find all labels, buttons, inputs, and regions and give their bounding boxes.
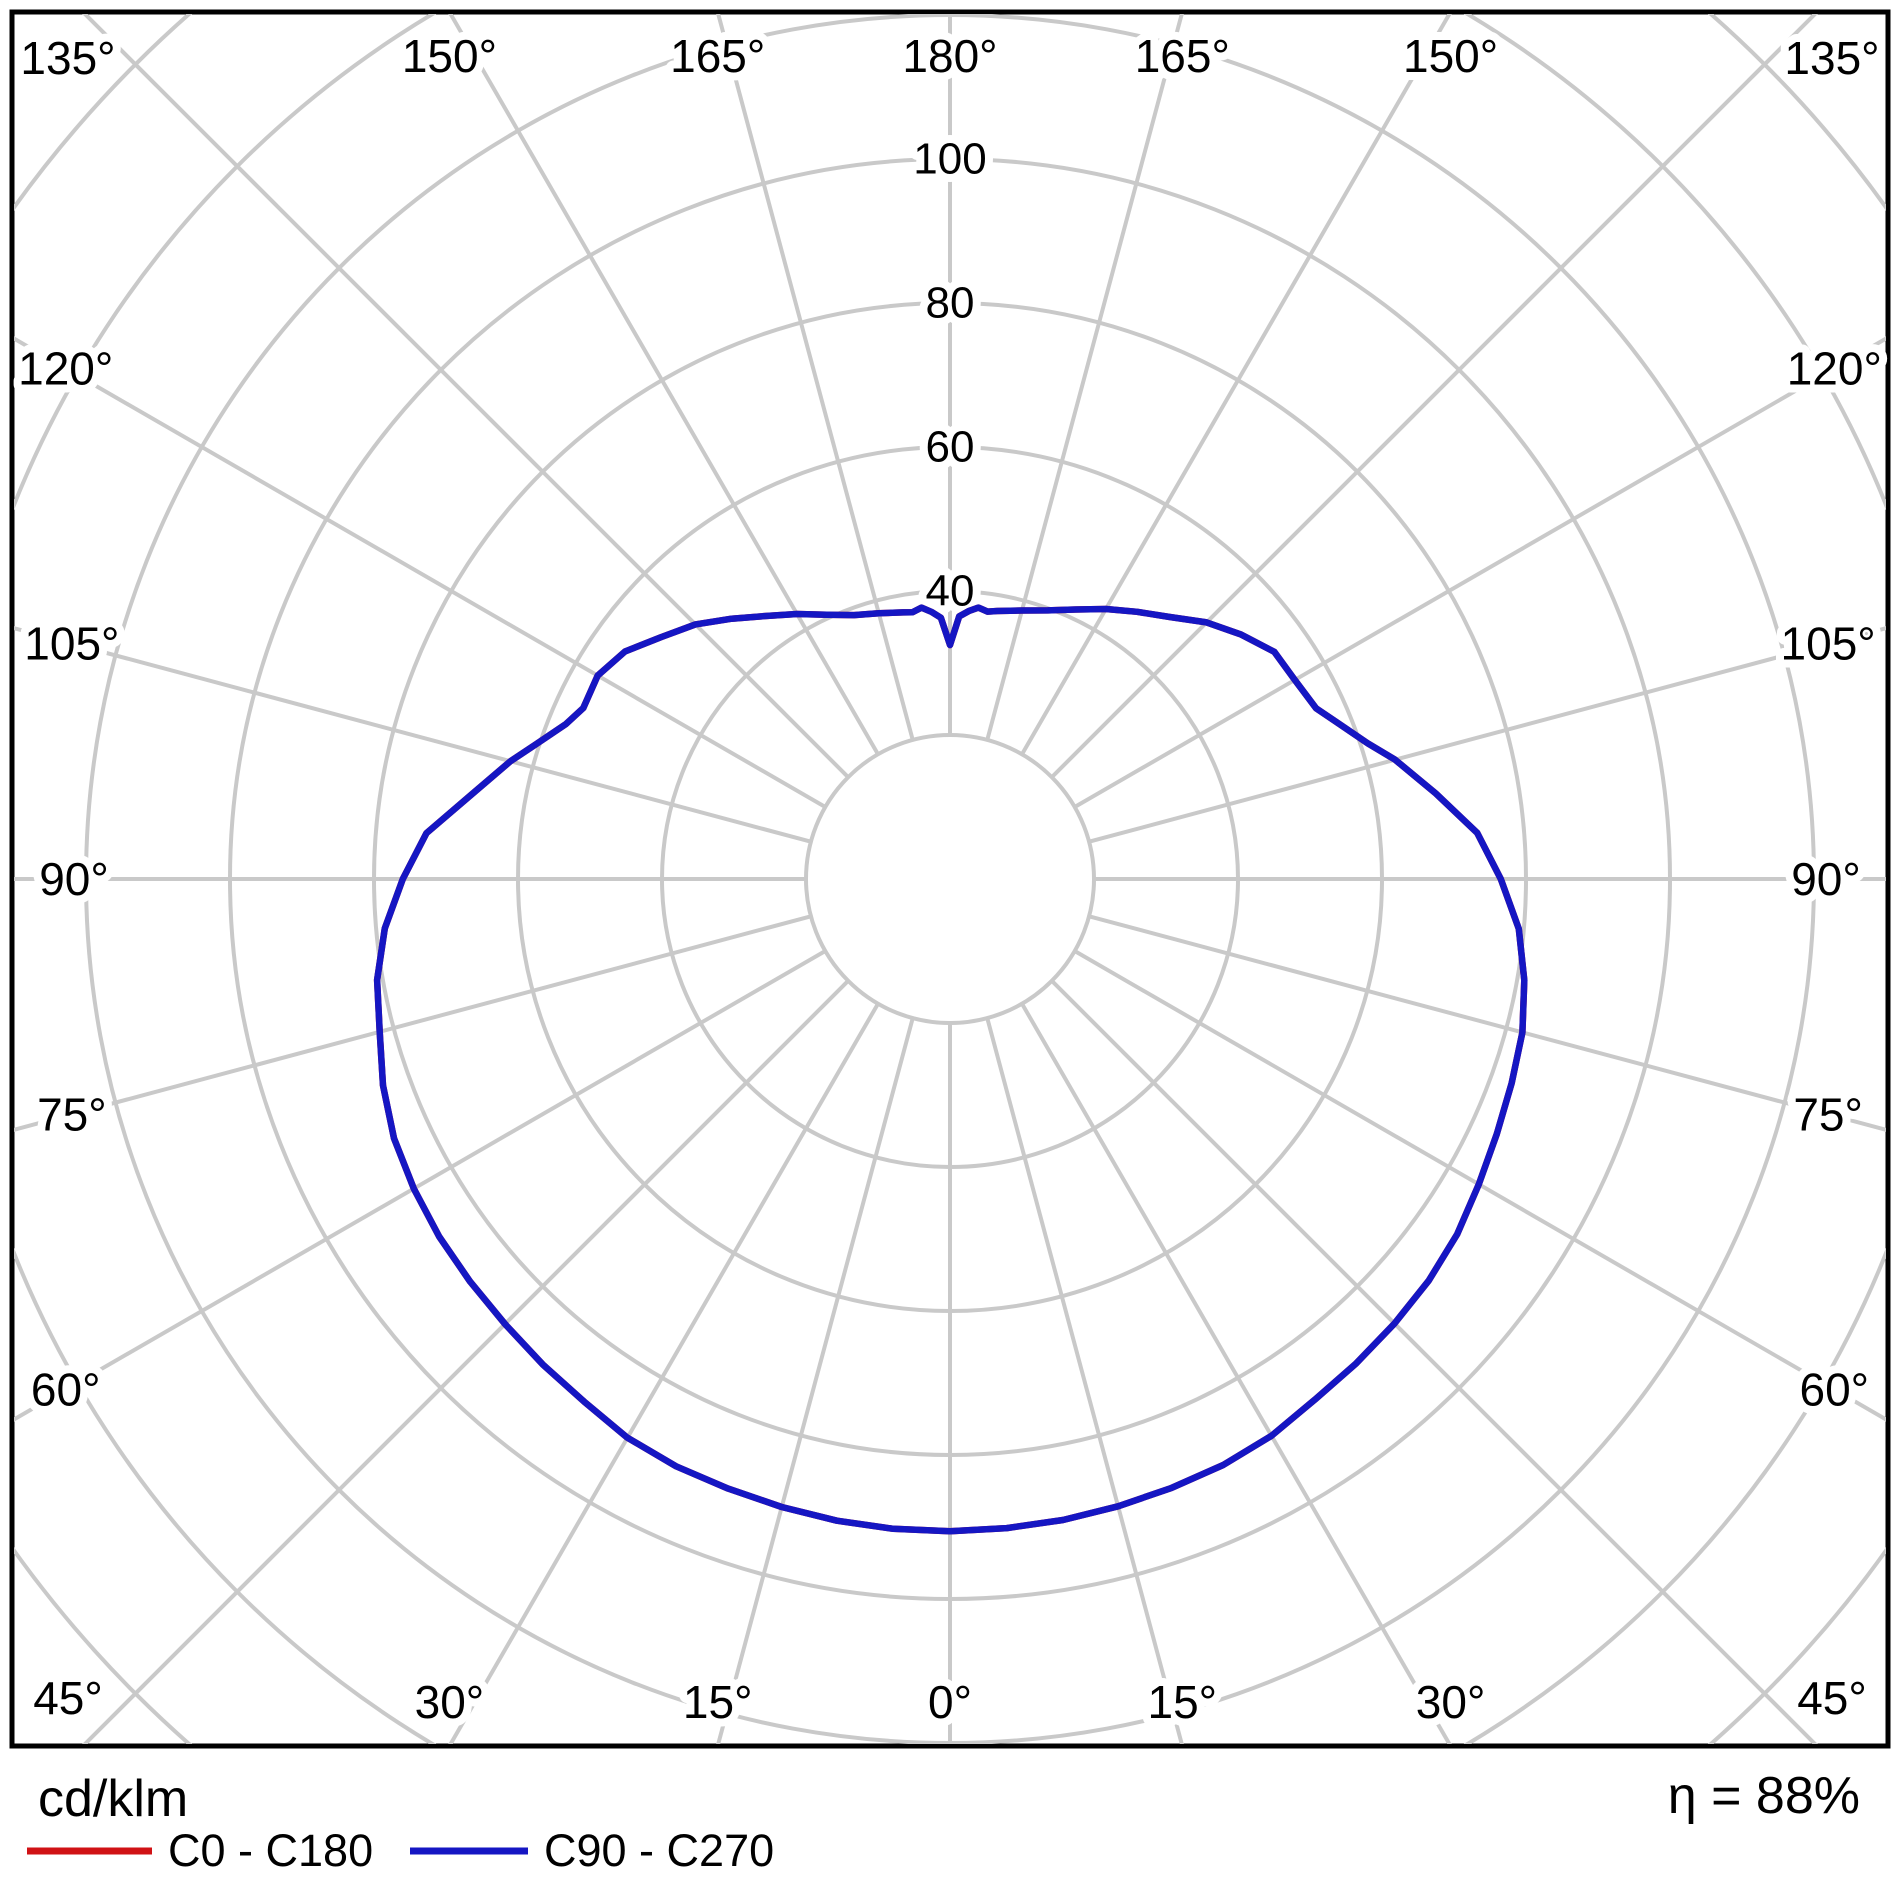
intensity-curves xyxy=(373,604,1528,1535)
grid-spoke xyxy=(448,1002,880,1744)
angle-label: 60° xyxy=(31,1364,101,1416)
grid-spoke xyxy=(1020,1002,1452,1744)
angle-label: 150° xyxy=(1403,30,1498,82)
legend-label-c0-c180: C0 - C180 xyxy=(168,1825,373,1876)
legend-label-c90-c270: C90 - C270 xyxy=(544,1825,774,1876)
legend-item-c0-c180: C0 - C180 xyxy=(27,1825,373,1876)
grid-spoke xyxy=(1088,914,1886,1132)
angle-label: 0° xyxy=(928,1676,972,1728)
grid-spoke xyxy=(1088,626,1886,844)
angle-label: 105° xyxy=(24,618,119,670)
grid-spoke xyxy=(1073,949,1886,1422)
grid-spoke xyxy=(82,14,850,779)
angle-label: 90° xyxy=(1791,853,1861,905)
angle-label: 165° xyxy=(1135,30,1230,82)
grid-spoke xyxy=(985,1017,1184,1744)
radial-label: 60 xyxy=(926,423,975,472)
angle-label: 180° xyxy=(902,30,997,82)
angle-label: 90° xyxy=(39,853,109,905)
radial-label: 40 xyxy=(926,567,975,616)
efficiency-label: η = 88% xyxy=(1668,1767,1860,1825)
angle-label: 150° xyxy=(402,30,497,82)
grid-spoke xyxy=(14,626,812,844)
angle-label: 165° xyxy=(670,30,765,82)
legend-item-c90-c270: C90 - C270 xyxy=(410,1825,774,1876)
angle-label: 15° xyxy=(683,1676,753,1728)
angle-label: 120° xyxy=(18,342,113,394)
axis-labels: 0° 15° 15° 30° 30° 45° 45° 60° 60° 75° 75° 90° 90° 10… xyxy=(10,22,1890,1736)
legend: C0 - C180 C90 - C270 xyxy=(27,1825,774,1876)
angle-label: 75° xyxy=(37,1088,107,1140)
angle-label: 75° xyxy=(1793,1088,1863,1140)
grid-spoke xyxy=(716,1017,915,1744)
angle-label: 15° xyxy=(1148,1676,1218,1728)
grid-spoke xyxy=(448,14,880,756)
grid-spoke xyxy=(1050,979,1818,1744)
angle-label: 135° xyxy=(1784,32,1879,84)
c90-c270-curve xyxy=(373,604,1528,1535)
grid-spoke xyxy=(1050,14,1818,779)
angle-label: 45° xyxy=(1797,1672,1867,1724)
grid-spoke xyxy=(14,949,827,1422)
angle-label: 30° xyxy=(415,1676,485,1728)
grid-spoke xyxy=(14,336,827,809)
radial-label: 100 xyxy=(913,135,986,184)
radial-label: 80 xyxy=(926,279,975,328)
grid-spoke xyxy=(716,14,915,741)
angle-label: 105° xyxy=(1781,618,1876,670)
angle-label: 30° xyxy=(1416,1676,1486,1728)
angle-label: 60° xyxy=(1800,1364,1870,1416)
angle-label: 120° xyxy=(1787,342,1882,394)
angle-label: 135° xyxy=(20,32,115,84)
grid-spoke xyxy=(985,14,1184,741)
grid-spoke xyxy=(82,979,850,1744)
grid-spoke xyxy=(1020,14,1452,756)
angle-label: 45° xyxy=(33,1672,103,1724)
radial-unit-label: cd/klm xyxy=(38,1770,188,1828)
grid-spoke xyxy=(14,914,812,1132)
